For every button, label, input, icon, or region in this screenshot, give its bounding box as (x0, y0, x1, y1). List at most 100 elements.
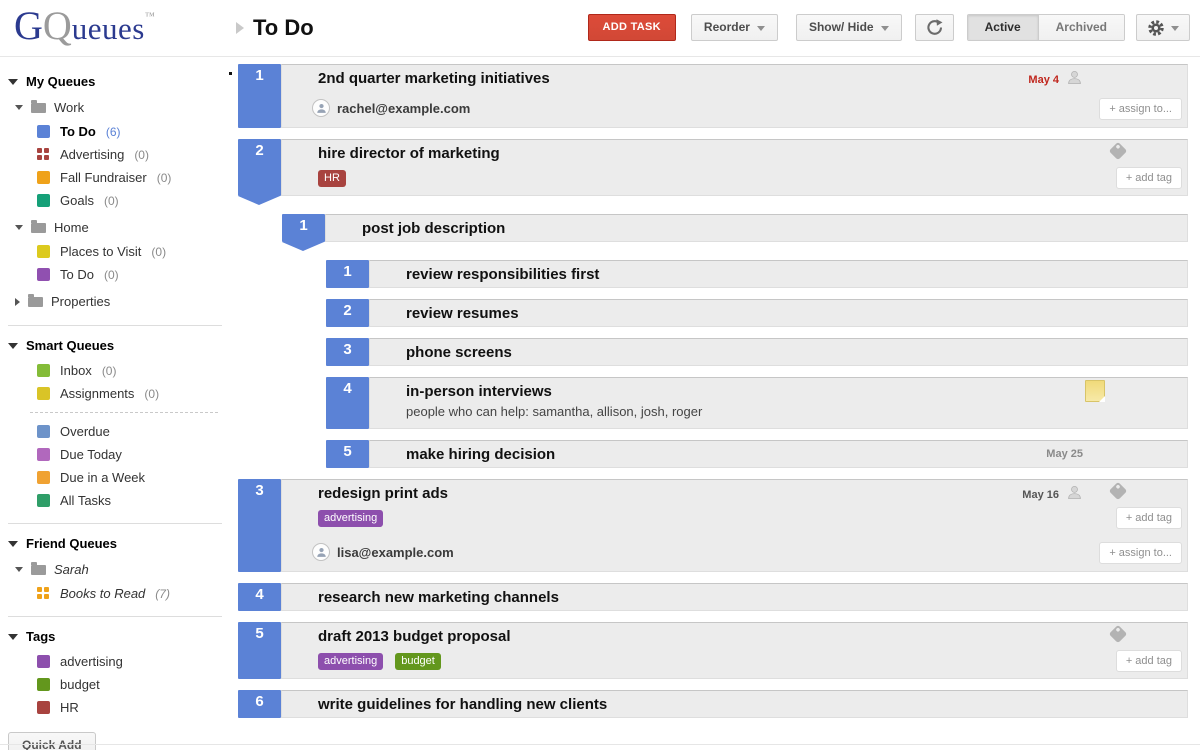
task-title[interactable]: phone screens (406, 344, 512, 361)
reorder-dropdown[interactable]: Reorder (690, 14, 778, 41)
queue-color-icon (37, 471, 50, 484)
sidebar-item-to-do[interactable]: To Do (0) (0, 263, 232, 286)
active-archived-toggle: Active Archived (966, 14, 1125, 41)
task-title-line: post job description (326, 215, 1187, 241)
tag-badge[interactable]: advertising (318, 653, 384, 670)
sidebar-item-due-today[interactable]: Due Today (0, 443, 232, 466)
folder-icon (31, 99, 46, 113)
sidebar-item-books-to-read[interactable]: Books to Read (7) (0, 582, 232, 605)
sidebar-item-to-do[interactable]: To Do (6) (0, 120, 232, 143)
task-title[interactable]: draft 2013 budget proposal (318, 628, 511, 645)
sidebar-section-title: My Queues (26, 74, 96, 89)
task-title[interactable]: in-person interviews (406, 383, 552, 400)
task-card: in-person interviews people who can help:… (369, 377, 1188, 429)
dashed-divider (30, 412, 218, 413)
settings-dropdown[interactable] (1136, 14, 1190, 41)
folder-label: Sarah (54, 562, 89, 577)
sidebar-item-goals[interactable]: Goals (0) (0, 189, 232, 212)
sidebar-folder-home[interactable]: Home (0, 215, 232, 240)
caret-right-icon[interactable] (15, 297, 20, 306)
sidebar-item-due-in-a-week[interactable]: Due in a Week (0, 466, 232, 489)
task-number-tab[interactable]: 5 (238, 622, 281, 679)
task-number-tab[interactable]: 3 (326, 338, 369, 366)
task-card: redesign print ads May 16 advertising + add… (281, 479, 1188, 572)
add-task-button[interactable]: ADD TASK (587, 14, 676, 41)
sidebar-item-overdue[interactable]: Overdue (0, 420, 232, 443)
task-number-tab[interactable]: 4 (238, 583, 281, 611)
gqueues-logo[interactable]: GQueues™ (14, 2, 155, 49)
task-number-tab[interactable]: 3 (238, 479, 281, 572)
task-meta: May 16 (1022, 484, 1083, 506)
task-number-tab[interactable]: 1 (282, 214, 325, 251)
tag-badge[interactable]: advertising (318, 510, 384, 527)
task-number-tab[interactable]: 4 (326, 377, 369, 429)
assign-to-button[interactable]: + assign to... (1099, 542, 1182, 564)
sidebar-folder-sarah[interactable]: Sarah (0, 557, 232, 582)
task-number-tab[interactable]: 1 (238, 64, 281, 128)
task-tab-point (282, 242, 324, 251)
show-hide-dropdown[interactable]: Show/ Hide (795, 14, 902, 41)
queue-color-icon (37, 194, 50, 207)
quick-add-button[interactable]: Quick Add (8, 732, 96, 750)
note-icon[interactable] (1085, 380, 1105, 402)
chevron-down-icon (880, 25, 889, 31)
refresh-button[interactable] (914, 14, 954, 41)
sidebar-item-places-to-visit[interactable]: Places to Visit (0) (0, 240, 232, 263)
caret-down-icon (8, 540, 18, 547)
task-number-tab[interactable]: 1 (326, 260, 369, 288)
sidebar-item-inbox[interactable]: Inbox (0) (0, 359, 232, 382)
queue-color-icon (37, 448, 50, 461)
task-card: phone screens (369, 338, 1188, 366)
sidebar-section-title: Tags (26, 629, 56, 644)
sidebar: My Queues Work To Do (6) Advertising (0) Fall … (0, 62, 232, 750)
queue-color-icon (37, 268, 50, 281)
assign-to-button[interactable]: + assign to... (1099, 98, 1182, 120)
sidebar-item-hr[interactable]: HR (0, 696, 232, 719)
due-date: May 16 (1022, 489, 1059, 501)
task-title[interactable]: post job description (362, 220, 506, 237)
caret-down-icon[interactable] (15, 105, 23, 110)
sidebar-item-budget[interactable]: budget (0, 673, 232, 696)
sidebar-section-header-my-queues[interactable]: My Queues (8, 74, 232, 89)
add-tag-button[interactable]: + add tag (1115, 650, 1182, 672)
sidebar-item-fall-fundraiser[interactable]: Fall Fundraiser (0) (0, 166, 232, 189)
caret-down-icon[interactable] (15, 567, 23, 572)
task-number-tab[interactable]: 5 (326, 440, 369, 468)
gear-icon (1148, 19, 1164, 36)
queue-count: (0) (151, 244, 167, 259)
task-number-tab[interactable]: 6 (238, 690, 281, 718)
task-number-tab[interactable]: 2 (326, 299, 369, 327)
logo-letter-g: G (14, 3, 43, 48)
queue-label: Places to Visit (60, 244, 142, 259)
sidebar-item-assignments[interactable]: Assignments (0) (0, 382, 232, 405)
sidebar-item-advertising[interactable]: advertising (0, 650, 232, 673)
sidebar-section-header-friend-queues[interactable]: Friend Queues (8, 536, 232, 551)
task-title-line: in-person interviews (370, 378, 1187, 404)
task-title[interactable]: write guidelines for handling new client… (318, 696, 608, 713)
task-title[interactable]: 2nd quarter marketing initiatives (318, 70, 550, 87)
tag-badge[interactable]: budget (395, 653, 441, 670)
add-tag-button[interactable]: + add tag (1115, 507, 1182, 529)
sidebar-folder-work[interactable]: Work (0, 95, 232, 120)
task-title[interactable]: hire director of marketing (318, 145, 500, 162)
sidebar-item-advertising[interactable]: Advertising (0) (0, 143, 232, 166)
queue-label: Books to Read (60, 586, 146, 601)
sidebar-item-all-tasks[interactable]: All Tasks (0, 489, 232, 512)
sidebar-section-header-smart-queues[interactable]: Smart Queues (8, 338, 232, 353)
sidebar-folder-properties[interactable]: Properties (0, 289, 232, 314)
tag-badge[interactable]: HR (318, 170, 346, 187)
task-title[interactable]: review responsibilities first (406, 266, 600, 283)
task-title[interactable]: review resumes (406, 305, 519, 322)
task-title-line: draft 2013 budget proposal (282, 623, 1187, 649)
task-card: write guidelines for handling new client… (281, 690, 1188, 718)
task-title[interactable]: make hiring decision (406, 446, 556, 463)
active-tab[interactable]: Active (967, 15, 1039, 40)
add-tag-button[interactable]: + add tag (1115, 167, 1182, 189)
caret-down-icon[interactable] (15, 225, 23, 230)
sidebar-section-header-tags[interactable]: Tags (8, 629, 232, 644)
task-title[interactable]: redesign print ads (318, 485, 449, 502)
task-title[interactable]: research new marketing channels (318, 589, 559, 606)
task-number-tab[interactable]: 2 (238, 139, 281, 205)
task-list: 1 2nd quarter marketing initiatives May 4 r… (229, 64, 1188, 729)
archived-tab[interactable]: Archived (1038, 15, 1124, 40)
